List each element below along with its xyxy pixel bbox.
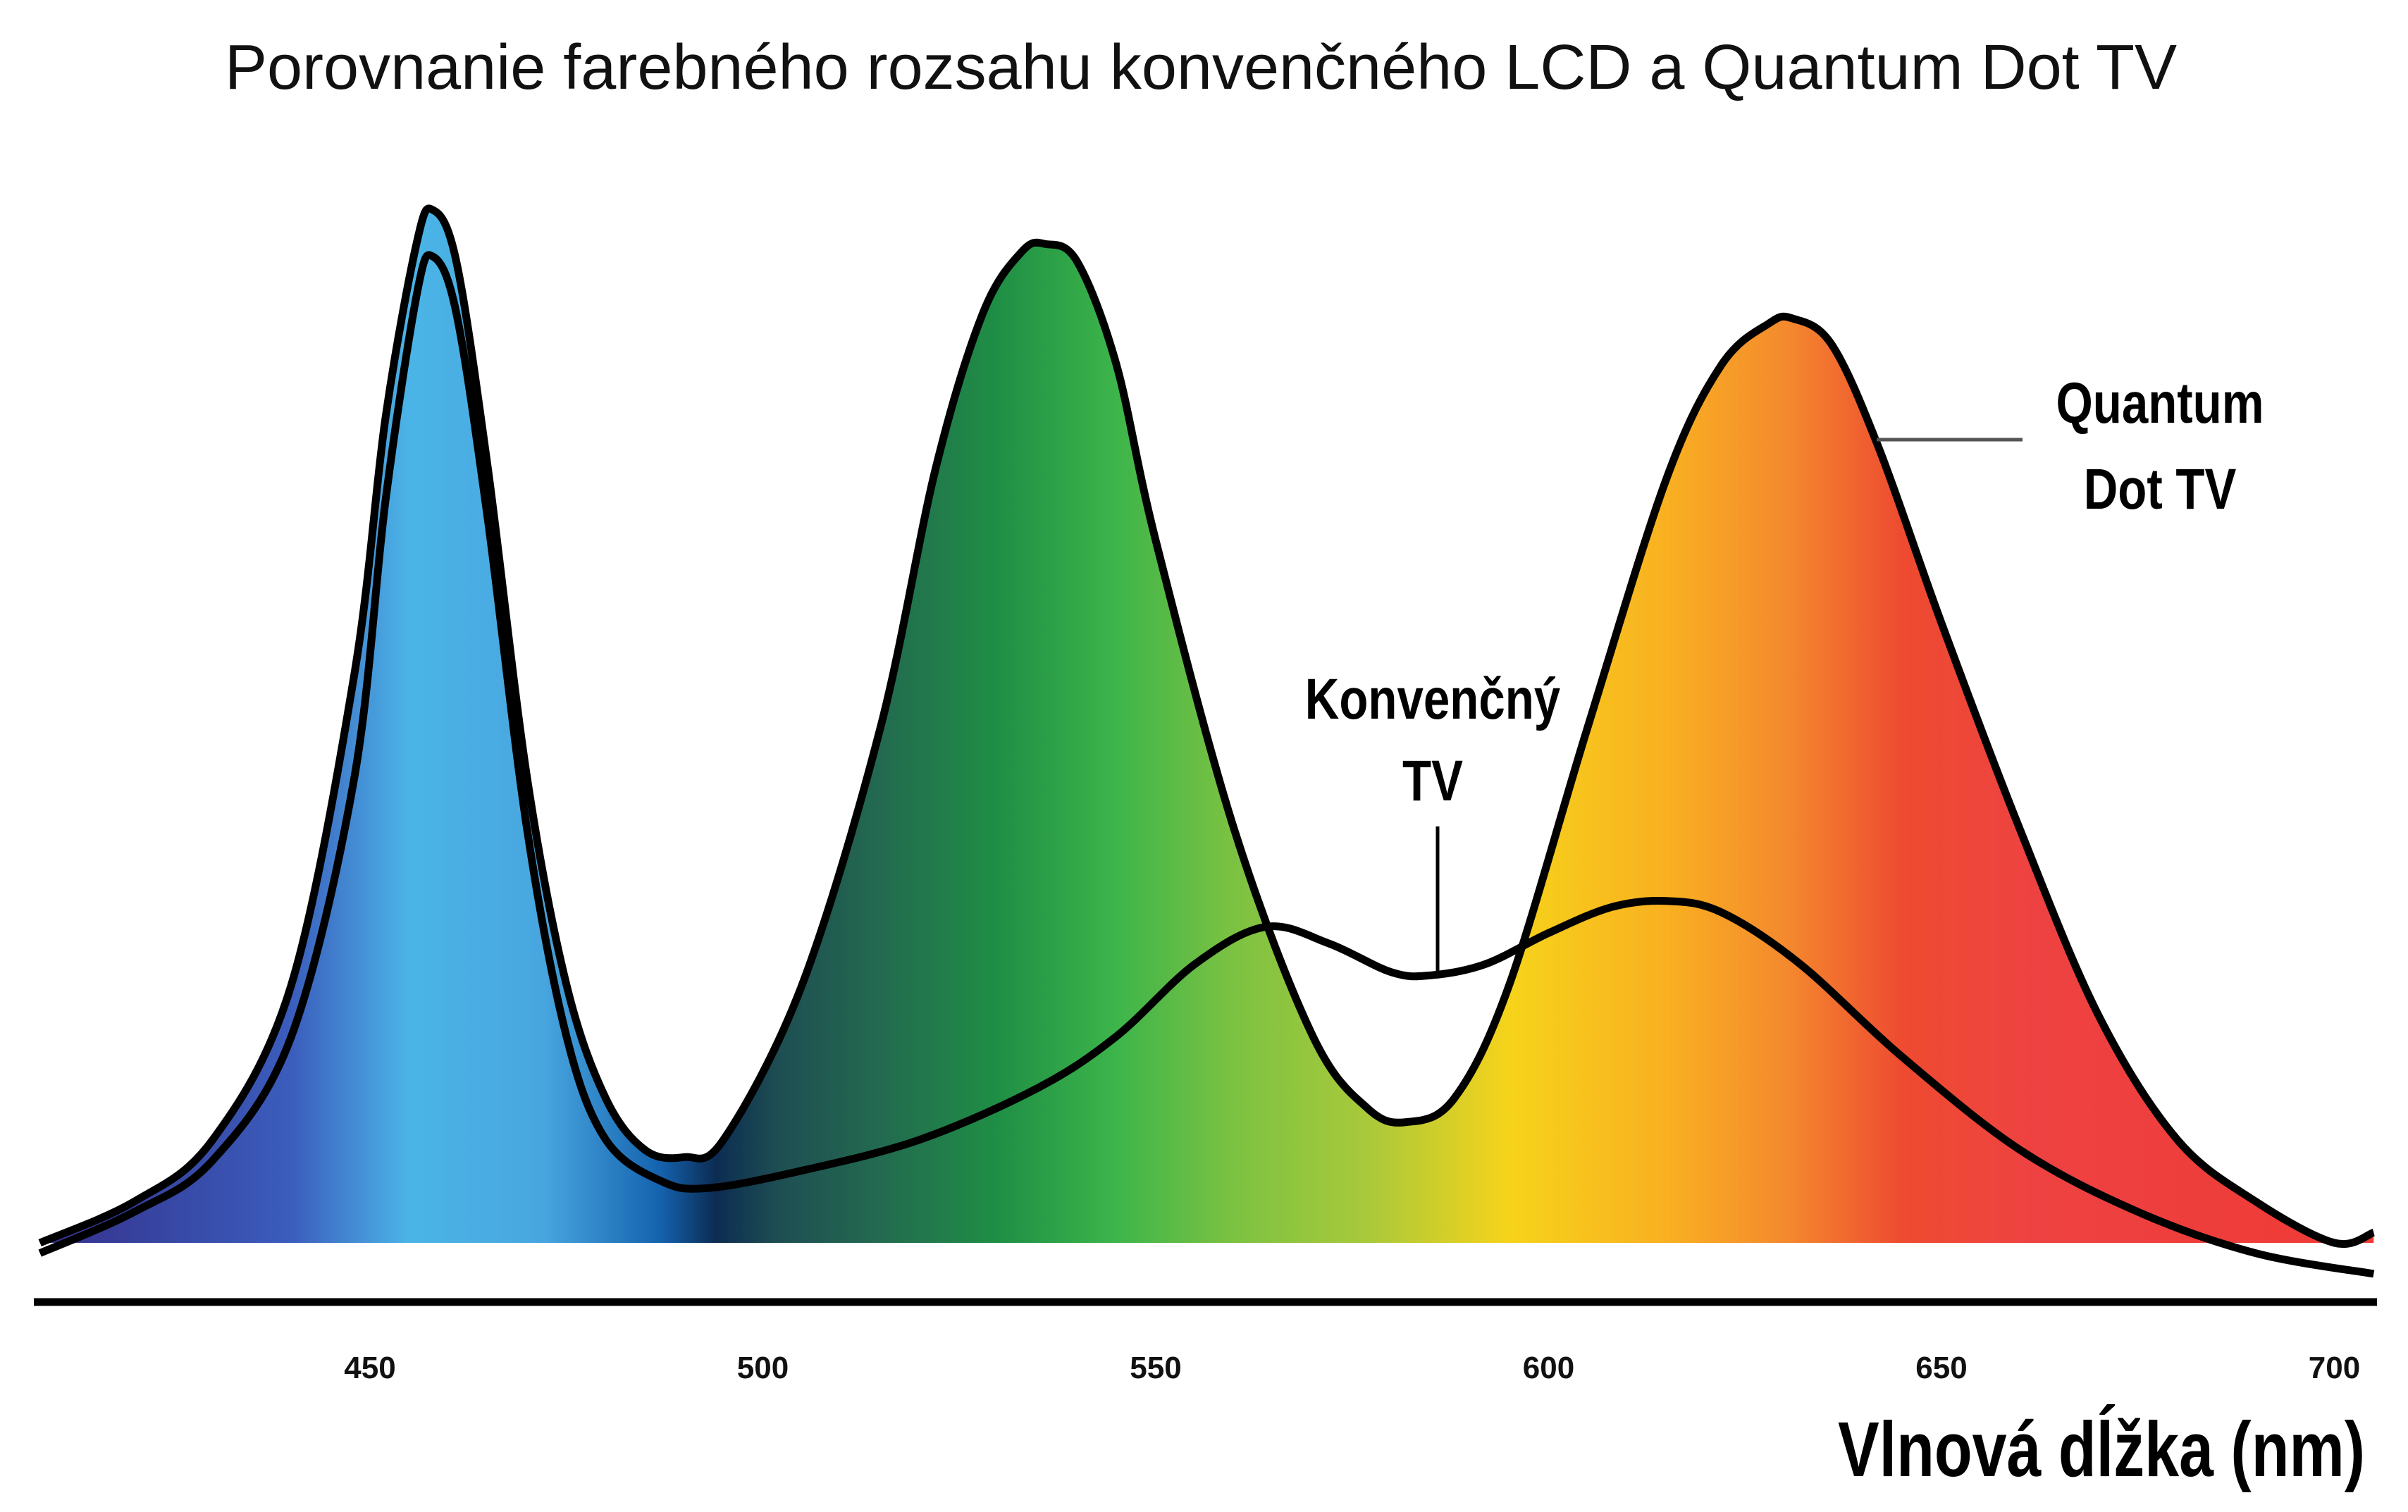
x-tick-label: 550 bbox=[1130, 1351, 1181, 1385]
x-axis-label: Vlnová dĺžka (nm) bbox=[1838, 1403, 2365, 1493]
conventional-label-line2: TV bbox=[1402, 748, 1463, 813]
quantum-dot-label-line1: Quantum bbox=[2056, 371, 2264, 435]
quantum-dot-series-line bbox=[38, 204, 2376, 1248]
x-tick-label: 500 bbox=[737, 1351, 789, 1385]
conventional-series-line bbox=[38, 251, 2375, 1278]
x-tick-label: 650 bbox=[1915, 1351, 1967, 1385]
quantum-dot-label-line2: Dot TV bbox=[2084, 457, 2237, 521]
series-layer bbox=[38, 204, 2376, 1278]
x-tick-label: 600 bbox=[1523, 1351, 1574, 1385]
x-tick-label: 700 bbox=[2309, 1351, 2360, 1385]
quantum-dot-area-fill bbox=[39, 208, 2374, 1244]
x-tick-label: 450 bbox=[344, 1351, 395, 1385]
conventional-label-line1: Konvenčný bbox=[1305, 667, 1561, 731]
chart-title: Porovnanie farebného rozsahu konvenčného… bbox=[225, 32, 2177, 103]
x-tick-labels: 450 500 550 600 650 700 bbox=[344, 1351, 2360, 1385]
